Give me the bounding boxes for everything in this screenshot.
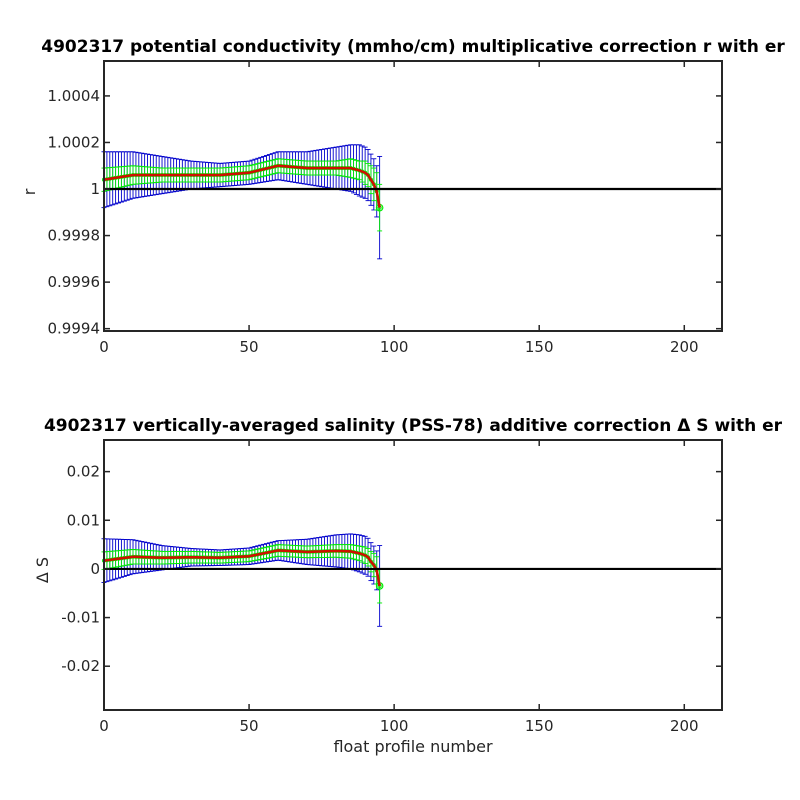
- top-ytick-label: 1.0002: [48, 133, 101, 151]
- bottom-ytick-label: 0.01: [67, 511, 100, 529]
- top-ytick-label: 0.9994: [48, 320, 101, 338]
- top-chart-marks: [101, 144, 722, 260]
- bottom-xtick-label: 100: [380, 717, 409, 735]
- bottom-xtick-label: 50: [240, 717, 259, 735]
- top-ytick-label: 1.0004: [48, 87, 101, 105]
- bottom-chart-ylabel: Δ S: [33, 557, 52, 583]
- bottom-chart-xlabel: float profile number: [333, 737, 493, 756]
- bottom-axes-frame: [103, 439, 723, 711]
- bottom-xtick-label: 150: [525, 717, 554, 735]
- top-chart-title: 4902317 potential conductivity (mmho/cm)…: [41, 37, 785, 57]
- top-xtick-label: 0: [99, 338, 109, 356]
- bottom-xtick-label: 0: [99, 717, 109, 735]
- top-ytick-label: 0.9996: [48, 273, 101, 291]
- bottom-xtick-label: 200: [670, 717, 699, 735]
- top-axes-frame: [103, 60, 723, 332]
- top-chart-ticks: 0 50 100 150 200 0.9994 0.9996 0.9998 1 1.0002 1.0…: [48, 61, 722, 356]
- bottom-ytick-label: -0.02: [61, 657, 100, 675]
- bottom-ytick-label: 0.02: [67, 463, 100, 481]
- top-fit-line: [103, 164, 381, 208]
- top-chart: 4902317 potential conductivity (mmho/cm)…: [20, 37, 785, 356]
- bottom-chart-title: 4902317 vertically-averaged salinity (PS…: [44, 416, 783, 436]
- top-xtick-label: 200: [670, 338, 699, 356]
- top-xtick-label: 50: [240, 338, 259, 356]
- bottom-ytick-label: 0: [90, 560, 100, 578]
- top-xtick-label: 150: [525, 338, 554, 356]
- top-xtick-label: 100: [380, 338, 409, 356]
- bottom-chart: 4902317 vertically-averaged salinity (PS…: [33, 416, 783, 756]
- bottom-fit-line: [103, 549, 381, 587]
- bottom-plot-area: [104, 440, 722, 710]
- bottom-chart-ticks: 0 50 100 150 200 -0.02 -0.01 0 0.01 0.02: [61, 440, 722, 735]
- bottom-ytick-label: -0.01: [61, 609, 100, 627]
- top-ytick-label: 1: [90, 180, 100, 198]
- bottom-chart-marks: [101, 533, 722, 627]
- top-chart-ylabel: r: [20, 188, 39, 195]
- top-plot-area: [104, 61, 722, 331]
- top-ytick-label: 0.9998: [48, 227, 101, 245]
